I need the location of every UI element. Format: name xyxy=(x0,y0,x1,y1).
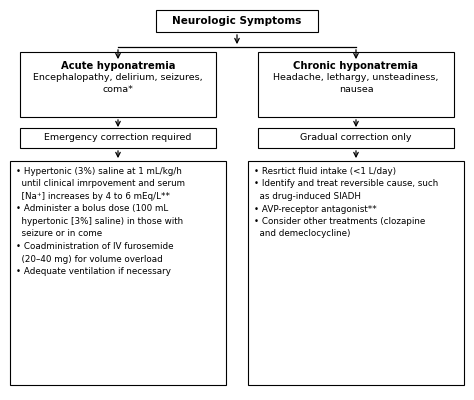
FancyBboxPatch shape xyxy=(20,128,216,148)
Text: Emergency correction required: Emergency correction required xyxy=(44,134,191,142)
FancyBboxPatch shape xyxy=(248,161,464,385)
Text: • Hypertonic (3%) saline at 1 mL/kg/h
  until clinical imrpovement and serum
  [: • Hypertonic (3%) saline at 1 mL/kg/h un… xyxy=(16,167,185,276)
FancyBboxPatch shape xyxy=(258,128,454,148)
Text: Neurologic Symptoms: Neurologic Symptoms xyxy=(173,16,301,26)
Text: • Resrtict fluid intake (<1 L/day)
• Identify and treat reversible cause, such
 : • Resrtict fluid intake (<1 L/day) • Ide… xyxy=(254,167,438,238)
FancyBboxPatch shape xyxy=(258,52,454,117)
Text: Acute hyponatremia: Acute hyponatremia xyxy=(61,61,175,71)
FancyBboxPatch shape xyxy=(10,161,226,385)
Text: Gradual correction only: Gradual correction only xyxy=(300,134,412,142)
FancyBboxPatch shape xyxy=(156,10,318,32)
FancyBboxPatch shape xyxy=(20,52,216,117)
Text: Encephalopathy, delirium, seizures,
coma*: Encephalopathy, delirium, seizures, coma… xyxy=(33,73,203,94)
Text: Chronic hyponatremia: Chronic hyponatremia xyxy=(293,61,419,71)
Text: Headache, lethargy, unsteadiness,
nausea: Headache, lethargy, unsteadiness, nausea xyxy=(273,73,439,94)
